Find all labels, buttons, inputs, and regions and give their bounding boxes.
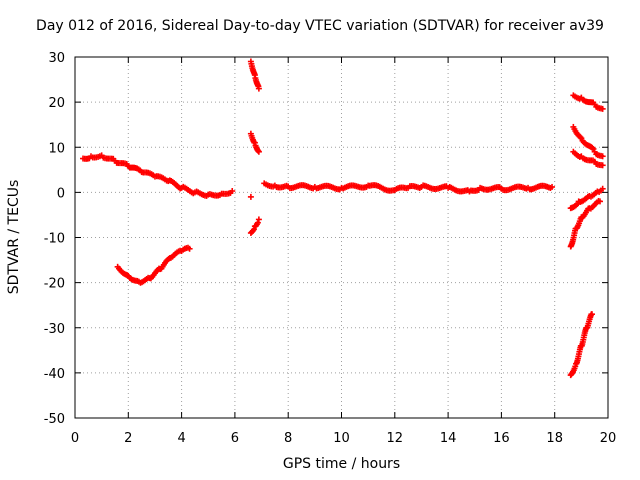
grid-lines xyxy=(74,56,609,419)
data-point-spike-low xyxy=(254,219,261,226)
y-tick-label: -50 xyxy=(44,412,65,427)
x-tick-label: 12 xyxy=(387,431,404,446)
x-axis-label: GPS time / hours xyxy=(282,456,401,472)
data-point-end-a xyxy=(599,185,606,192)
x-tick-label: 6 xyxy=(231,431,239,446)
x-tick-label: 8 xyxy=(284,431,292,446)
y-axis-label: SDTVAR / TECUs xyxy=(6,179,22,295)
x-tick-label: 2 xyxy=(124,431,132,446)
data-point-end-upper xyxy=(577,134,584,141)
y-tick-label: 0 xyxy=(57,186,65,201)
x-tick-label: 18 xyxy=(546,431,563,446)
data-point-end-c xyxy=(589,311,596,318)
data-point-spike-low xyxy=(250,226,257,233)
data-point-end-mid xyxy=(599,162,606,169)
data-points xyxy=(79,58,606,379)
y-tick-label: -10 xyxy=(44,232,65,247)
y-tick-label: -30 xyxy=(44,322,65,337)
x-tick-label: 4 xyxy=(177,431,185,446)
data-point-long-flat xyxy=(549,183,556,190)
data-point-main-arc xyxy=(229,188,236,195)
y-tick-label: 20 xyxy=(48,96,65,111)
axis-ticks: 0 2 4 6 8 10 12 14 16 18 20 -50 -40 -30 -20 -10 0 10 20 30 xyxy=(44,51,617,446)
x-tick-label: 10 xyxy=(333,431,350,446)
data-point-end-top xyxy=(599,105,606,112)
data-point-spike-low xyxy=(255,216,262,223)
y-tick-label: 10 xyxy=(48,141,65,156)
chart-title: Day 012 of 2016, Sidereal Day-to-day VTE… xyxy=(36,18,604,34)
y-tick-label: -40 xyxy=(44,367,65,382)
data-point-spike-high xyxy=(255,85,262,92)
y-tick-label: -20 xyxy=(44,277,65,292)
data-point-end-b xyxy=(597,198,604,205)
data-point-spike-point xyxy=(247,193,254,200)
x-tick-label: 20 xyxy=(600,431,617,446)
x-tick-label: 14 xyxy=(440,431,457,446)
x-tick-label: 0 xyxy=(71,431,79,446)
data-point-spike-mid xyxy=(255,148,262,155)
data-point-end-upper xyxy=(599,153,606,160)
x-tick-label: 16 xyxy=(493,431,510,446)
y-tick-label: 30 xyxy=(48,51,65,66)
data-point-low-arc xyxy=(186,245,193,252)
